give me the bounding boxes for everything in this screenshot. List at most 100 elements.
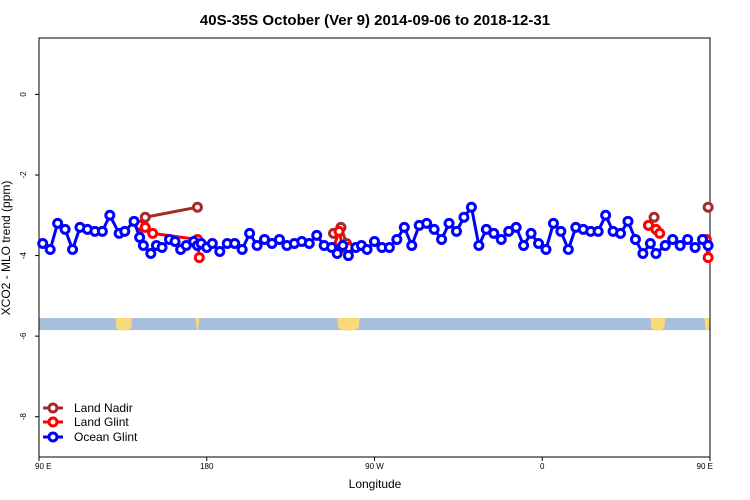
point-ocean-glint-8-65 bbox=[488, 227, 500, 239]
point-ocean-glint-8-57 bbox=[428, 223, 440, 235]
x-tick-label-0: 90 E bbox=[35, 462, 51, 471]
point-ocean-glint-8-58 bbox=[436, 233, 448, 245]
y-tick-label-1: -2 bbox=[19, 171, 28, 179]
land-patch-3 bbox=[650, 318, 666, 331]
point-land-glint-4-2 bbox=[147, 227, 159, 239]
point-ocean-glint-8-44 bbox=[337, 239, 349, 251]
plot-area: 90 E 180 90 W 0 90 E 0 -2 -4 -6 -8 bbox=[19, 37, 714, 471]
point-ocean-glint-8-84 bbox=[629, 233, 641, 245]
y-tick-label-3: -6 bbox=[19, 332, 28, 340]
point-ocean-glint-8-94 bbox=[702, 239, 714, 251]
point-ocean-glint-8-39 bbox=[303, 237, 315, 249]
land-patch-2 bbox=[337, 318, 360, 331]
point-ocean-glint-8-31 bbox=[244, 227, 256, 239]
point-ocean-glint-8-92 bbox=[689, 242, 701, 253]
point-ocean-glint-8-45 bbox=[342, 250, 354, 262]
x-tick-label-2: 90 W bbox=[365, 462, 384, 471]
point-ocean-glint-8-12 bbox=[128, 215, 140, 227]
point-ocean-glint-8-54 bbox=[406, 239, 418, 251]
legend-entry-land-glint: Land Glint bbox=[43, 415, 129, 429]
point-ocean-glint-8-86 bbox=[644, 237, 656, 249]
point-ocean-glint-8-60 bbox=[451, 225, 463, 237]
point-ocean-glint-8-48 bbox=[361, 244, 373, 256]
point-ocean-glint-8-17 bbox=[156, 242, 168, 253]
point-ocean-glint-8-43 bbox=[331, 248, 343, 260]
point-ocean-glint-8-70 bbox=[525, 227, 537, 239]
point-ocean-glint-8-74 bbox=[555, 225, 567, 237]
point-ocean-glint-8-4 bbox=[67, 244, 79, 256]
point-ocean-glint-8-9 bbox=[104, 209, 116, 221]
point-ocean-glint-8-91 bbox=[682, 233, 694, 245]
x-tick-label-1: 180 bbox=[200, 462, 214, 471]
point-ocean-glint-8-87 bbox=[650, 248, 662, 260]
point-land-nadir-3-0 bbox=[702, 201, 714, 213]
point-ocean-glint-8-26 bbox=[206, 237, 218, 249]
point-ocean-glint-8-82 bbox=[615, 227, 627, 239]
point-ocean-glint-8-49 bbox=[369, 235, 380, 247]
point-ocean-glint-8-30 bbox=[236, 244, 248, 256]
legend-label-land-glint: Land Glint bbox=[74, 415, 129, 429]
point-ocean-glint-8-66 bbox=[495, 233, 507, 245]
point-ocean-glint-8-32 bbox=[251, 239, 263, 251]
chart-title: 40S-35S October (Ver 9) 2014-09-06 to 20… bbox=[200, 12, 550, 29]
point-ocean-glint-8-11 bbox=[119, 225, 131, 237]
point-land-nadir-2-1 bbox=[648, 211, 660, 223]
point-ocean-glint-8-73 bbox=[547, 217, 559, 229]
legend-entry-ocean-glint: Ocean Glint bbox=[43, 430, 138, 444]
point-land-glint-4-1 bbox=[139, 221, 151, 233]
land-patch-4 bbox=[704, 318, 710, 331]
point-ocean-glint-8-89 bbox=[667, 233, 679, 245]
point-ocean-glint-8-3 bbox=[59, 223, 71, 235]
point-ocean-glint-8-51 bbox=[383, 242, 395, 253]
point-ocean-glint-8-71 bbox=[533, 237, 545, 249]
x-tick-label-4: 90 E bbox=[697, 462, 713, 471]
point-land-nadir-0-2 bbox=[191, 201, 203, 213]
point-ocean-glint-8-52 bbox=[391, 233, 403, 245]
point-land-glint-7-1 bbox=[702, 252, 714, 264]
point-ocean-glint-8-0 bbox=[37, 237, 49, 249]
point-ocean-glint-8-88 bbox=[659, 239, 671, 251]
point-ocean-glint-8-59 bbox=[443, 217, 455, 229]
point-ocean-glint-8-79 bbox=[592, 225, 604, 237]
y-tick-label-4: -8 bbox=[19, 413, 28, 421]
point-land-nadir-0-1 bbox=[139, 211, 151, 223]
land-patch-1 bbox=[195, 318, 200, 331]
y-tick-label-0: 0 bbox=[19, 92, 28, 97]
ocean-band bbox=[39, 318, 710, 331]
point-ocean-glint-8-14 bbox=[137, 239, 149, 251]
point-ocean-glint-8-35 bbox=[273, 233, 285, 245]
point-land-glint-6-2 bbox=[654, 227, 666, 239]
point-land-glint-4-4 bbox=[193, 252, 205, 264]
point-ocean-glint-8-61 bbox=[458, 211, 470, 223]
y-tick-label-2: -4 bbox=[19, 251, 28, 259]
point-ocean-glint-8-8 bbox=[96, 225, 108, 237]
legend: Land Nadir Land Glint Ocean Glint bbox=[43, 401, 138, 444]
point-ocean-glint-8-2 bbox=[52, 217, 64, 229]
x-axis-label: Longitude bbox=[349, 477, 402, 491]
legend-entry-land-nadir: Land Nadir bbox=[43, 401, 133, 415]
legend-marker-land-glint bbox=[47, 416, 59, 428]
point-ocean-glint-8-27 bbox=[214, 246, 226, 258]
y-axis-label: XCO2 - MLO trend (ppm) bbox=[0, 181, 13, 316]
point-ocean-glint-8-56 bbox=[421, 217, 433, 229]
point-ocean-glint-8-83 bbox=[622, 215, 634, 227]
point-ocean-glint-8-75 bbox=[562, 244, 574, 256]
point-ocean-glint-8-62 bbox=[465, 201, 477, 213]
legend-label-land-nadir: Land Nadir bbox=[74, 401, 133, 415]
point-ocean-glint-8-1 bbox=[44, 244, 56, 256]
point-ocean-glint-8-72 bbox=[540, 244, 552, 256]
point-ocean-glint-8-68 bbox=[510, 221, 522, 233]
point-ocean-glint-8-40 bbox=[311, 229, 323, 241]
point-ocean-glint-8-80 bbox=[600, 209, 612, 221]
legend-marker-ocean-glint bbox=[47, 431, 59, 443]
point-ocean-glint-8-85 bbox=[637, 248, 649, 260]
point-land-glint-5-1 bbox=[333, 225, 345, 237]
land-patch-0 bbox=[115, 318, 133, 331]
point-ocean-glint-8-90 bbox=[674, 239, 686, 251]
point-ocean-glint-8-19 bbox=[169, 235, 181, 247]
point-ocean-glint-8-63 bbox=[473, 239, 485, 251]
point-ocean-glint-8-15 bbox=[145, 248, 157, 260]
point-ocean-glint-8-69 bbox=[518, 239, 530, 251]
x-tick-label-3: 0 bbox=[540, 462, 545, 471]
